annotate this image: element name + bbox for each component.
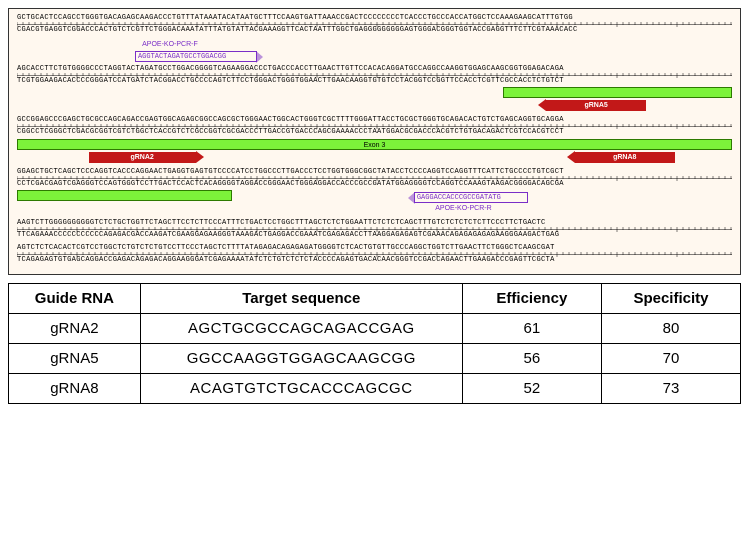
seq-ticks — [17, 22, 732, 27]
seq-rev: TCAGAGAGTGTGAGCAGGACCGAGACAGAGACAGGAAGGG… — [17, 257, 732, 264]
grna-gRNA5: gRNA5 — [546, 100, 646, 111]
col-spec: Specificity — [601, 284, 740, 314]
cell-spec: 80 — [601, 314, 740, 344]
cell-name: gRNA2 — [9, 314, 141, 344]
exon-bar: Exon 3 — [17, 139, 732, 150]
seq-rev: TTCAGAAACCCCCCCCCCCAGAGACGACCAAGATCGAAGG… — [17, 232, 732, 239]
seq-ticks — [17, 73, 732, 78]
exon-bar — [503, 87, 732, 98]
cell-seq: GGCCAAGGTGGAGCAAGCGG — [140, 344, 462, 374]
seq-fwd: AGCACCTTCTGTGGGGCCCTAGGTACTAGATGCCTGGACG… — [17, 66, 732, 73]
seq-ticks — [17, 176, 732, 181]
seq-fwd: AGTCTCTCACACTCGTCCTGGCTCTGTCTCTGTCCTTCCC… — [17, 245, 732, 252]
table-row: gRNA5GGCCAAGGTGGAGCAAGCGG5670 — [9, 344, 741, 374]
primer-rev-box: GAGGACCACCCGCCGATATG — [414, 192, 528, 203]
primer-fwd-box: AGGTACTAGATGCCTGGACGG — [135, 51, 257, 62]
cell-spec: 70 — [601, 344, 740, 374]
seq-rev: TCGTGGAAGACACCCCGGGATCCATGATCTACGGACCTGC… — [17, 78, 732, 85]
col-target: Target sequence — [140, 284, 462, 314]
seq-rev: CCTCGACGAGTCGAGGGTCCAGTGGGTCCTTGACTCCACT… — [17, 181, 732, 188]
primer-rev-label: APOE-KO-PCR-R — [435, 204, 491, 213]
sequence-row: AGCACCTTCTGTGGGGCCCTAGGTACTAGATGCCTGGACG… — [17, 66, 732, 85]
seq-ticks — [17, 227, 732, 232]
sequence-row: AGTCTCTCACACTCGTCCTGGCTCTGTCTCTGTCCTTCCC… — [17, 245, 732, 264]
sequence-row: AAGTCTTGGGGGGGGGGTCTCTGCTGGTTCTAGCTTCCTC… — [17, 220, 732, 239]
seq-rev: CGGCCTCGGGCTCGACGCGGTCGTCTGGCTCACCGTCTCG… — [17, 129, 732, 136]
sequence-row: GCCGGAGCCCGAGCTGCGCCAGCAGACCGAGTGGCAGAGC… — [17, 117, 732, 136]
cell-eff: 56 — [462, 344, 601, 374]
cell-eff: 61 — [462, 314, 601, 344]
guide-rna-table: Guide RNA Target sequence Efficiency Spe… — [8, 283, 741, 404]
table-row: gRNA2AGCTGCGCCAGCAGACCGAG6180 — [9, 314, 741, 344]
seq-fwd: GCCGGAGCCCGAGCTGCGCCAGCAGACCGAGTGGCAGAGC… — [17, 117, 732, 124]
col-guide: Guide RNA — [9, 284, 141, 314]
seq-ticks — [17, 252, 732, 257]
seq-fwd: GCTGCACTCCAGCCTGGGTGACAGAGCAAGACCCTGTTTA… — [17, 15, 732, 22]
cell-name: gRNA5 — [9, 344, 141, 374]
grna-gRNA8: gRNA8 — [575, 152, 675, 163]
grna-gRNA2: gRNA2 — [89, 152, 196, 163]
sequence-row: GCTGCACTCCAGCCTGGGTGACAGAGCAAGACCCTGTTTA… — [17, 15, 732, 34]
primer-fwd-label: APOE-KO-PCR-F — [142, 40, 198, 49]
exon-bar — [17, 190, 232, 201]
cell-seq: ACAGTGTCTGCACCCAGCGC — [140, 374, 462, 404]
table-row: gRNA8ACAGTGTCTGCACCCAGCGC5273 — [9, 374, 741, 404]
cell-eff: 52 — [462, 374, 601, 404]
seq-fwd: AAGTCTTGGGGGGGGGGTCTCTGCTGGTTCTAGCTTCCTC… — [17, 220, 732, 227]
sequence-diagram: GCTGCACTCCAGCCTGGGTGACAGAGCAAGACCCTGTTTA… — [8, 8, 741, 275]
sequence-row: GGAGCTGCTCAGCTCCCAGGTCACCCAGGAACTGAGGTGA… — [17, 169, 732, 188]
seq-rev: CGACGTGAGGTCGGACCCACTGTCTCGTTCTGGGACAAAT… — [17, 27, 732, 34]
table-header-row: Guide RNA Target sequence Efficiency Spe… — [9, 284, 741, 314]
cell-seq: AGCTGCGCCAGCAGACCGAG — [140, 314, 462, 344]
cell-name: gRNA8 — [9, 374, 141, 404]
seq-ticks — [17, 124, 732, 129]
cell-spec: 73 — [601, 374, 740, 404]
col-eff: Efficiency — [462, 284, 601, 314]
seq-fwd: GGAGCTGCTCAGCTCCCAGGTCACCCAGGAACTGAGGTGA… — [17, 169, 732, 176]
